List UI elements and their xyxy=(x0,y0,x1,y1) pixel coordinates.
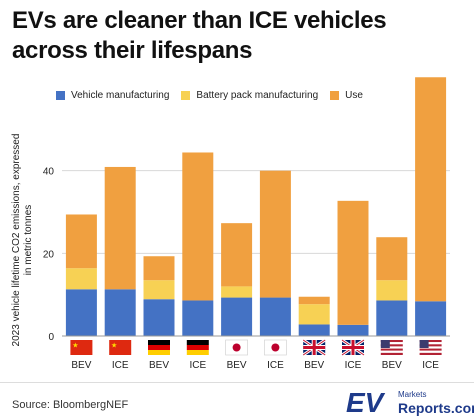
x-tick-label: ICE xyxy=(112,360,129,371)
flag-cross-red xyxy=(342,346,364,349)
y-tick-label: 20 xyxy=(43,249,55,260)
germany-flag-icon xyxy=(186,340,209,355)
bar-segment-battery-pack-manufacturing xyxy=(298,304,330,325)
flag-stripe-red xyxy=(186,345,209,350)
bar-segment-vehicle-manufacturing xyxy=(259,297,291,336)
legend-swatch-use xyxy=(330,90,340,100)
x-tick-label: BEV xyxy=(149,360,169,371)
bar-segment-use xyxy=(298,296,330,305)
japan-flag-icon xyxy=(264,339,287,356)
flag-field xyxy=(70,340,93,355)
uk-flag-icon xyxy=(341,338,365,357)
flag-canton xyxy=(419,340,429,348)
usa-flag-icon xyxy=(380,340,403,355)
flag-cross-red xyxy=(303,346,326,349)
bar-segment-battery-pack-manufacturing xyxy=(376,280,408,301)
flag-stripe xyxy=(380,340,403,343)
x-tick-label: BEV xyxy=(227,360,247,371)
bar-segment-vehicle-manufacturing xyxy=(221,297,253,336)
x-tick-label: BEV xyxy=(382,360,402,371)
usa-flag-icon xyxy=(419,340,442,355)
flag-stripe xyxy=(380,346,403,349)
footer: Source: BloombergNEF EV Markets Reports.… xyxy=(0,383,474,420)
bar-segment-use xyxy=(104,166,136,290)
flag-stripe xyxy=(419,350,442,353)
y-tick-label: 40 xyxy=(43,167,55,178)
flag-stripe xyxy=(419,352,442,355)
bar-segment-use xyxy=(337,200,369,325)
germany-flag-icon xyxy=(148,340,170,355)
x-tick-label: ICE xyxy=(267,360,284,371)
flag-disc xyxy=(232,343,241,352)
flag-stripe xyxy=(380,342,403,345)
bar-segment-use xyxy=(376,237,408,281)
china-flag-icon: ★ xyxy=(109,340,132,355)
bar-segment-vehicle-manufacturing xyxy=(143,299,175,336)
legend-label-vehicle-manufacturing: Vehicle manufacturing xyxy=(71,89,170,101)
logo-markets-text: Markets xyxy=(398,390,427,399)
x-tick-label: ICE xyxy=(189,360,206,371)
bar-segment-vehicle-manufacturing xyxy=(298,324,330,336)
bar-segment-use xyxy=(259,170,291,298)
flag-stripe xyxy=(380,348,403,351)
x-tick-label: BEV xyxy=(71,360,91,371)
logo-ev-text: EV xyxy=(346,387,384,418)
bar-segment-vehicle-manufacturing xyxy=(415,301,447,336)
legend-label-use: Use xyxy=(345,89,363,101)
flag-star: ★ xyxy=(111,342,117,350)
bar-segment-use xyxy=(221,223,253,287)
bar-segment-battery-pack-manufacturing xyxy=(143,280,175,300)
flag-stripe xyxy=(419,348,442,351)
flag-stripe-gold xyxy=(186,350,209,355)
flag-stripe-black xyxy=(186,340,209,345)
evmarketsreports-logo: EV Markets Reports.com xyxy=(346,387,474,418)
bar-segment-use xyxy=(65,214,97,269)
legend-label-battery-pack-manufacturing: Battery pack manufacturing xyxy=(196,89,319,101)
y-tick-label: 0 xyxy=(48,332,54,343)
flag-stripe xyxy=(419,342,442,345)
flag-stripe-red xyxy=(148,345,170,350)
japan-flag-icon xyxy=(225,339,248,356)
flag-stripe-gold xyxy=(148,350,170,355)
x-tick-label: ICE xyxy=(422,360,439,371)
flag-stripe xyxy=(419,344,442,347)
flag-stripe-black xyxy=(148,340,170,345)
x-tick-label: ICE xyxy=(345,360,362,371)
flag-star: ★ xyxy=(72,342,78,350)
bar-segment-vehicle-manufacturing xyxy=(337,324,369,336)
bar-segment-vehicle-manufacturing xyxy=(65,289,97,336)
flag-disc xyxy=(271,343,280,352)
flag-canton xyxy=(380,340,390,348)
chart-title: EVs are cleaner than ICE vehicles across… xyxy=(12,7,387,64)
flag-field xyxy=(109,340,132,355)
legend: Vehicle manufacturing Battery pack manuf… xyxy=(56,88,375,102)
x-tick-label: BEV xyxy=(304,360,324,371)
flag-stripe xyxy=(380,352,403,355)
flag-stripe xyxy=(380,350,403,353)
bar-chart: 0 20 40 BEV ★ ICE ★ BEV ICE BEV ICE BEV ICE BEV ICE xyxy=(43,77,450,371)
legend-swatch-vehicle-manufacturing xyxy=(56,90,65,100)
bar-segment-battery-pack-manufacturing xyxy=(221,286,253,298)
legend-item-vehicle-manufacturing: Vehicle manufacturing xyxy=(56,90,169,101)
legend-swatch-battery-pack-manufacturing xyxy=(181,90,191,100)
footer-divider xyxy=(0,382,474,383)
legend-item-use: Use xyxy=(330,90,363,101)
bar-segment-use xyxy=(415,77,447,302)
bar-segment-battery-pack-manufacturing xyxy=(65,268,97,290)
bar-segment-use xyxy=(182,152,214,301)
source-text: Source: BloombergNEF xyxy=(12,399,129,411)
logo-reports-text: Reports.com xyxy=(398,400,474,416)
bar-segment-use xyxy=(143,256,175,281)
bar-segment-vehicle-manufacturing xyxy=(182,300,214,336)
uk-flag-icon xyxy=(302,338,327,357)
flag-stripe xyxy=(419,346,442,349)
legend-item-battery-pack-manufacturing: Battery pack manufacturing xyxy=(181,90,318,101)
flag-stripe xyxy=(380,344,403,347)
bar-segment-vehicle-manufacturing xyxy=(376,300,408,336)
bar-segment-vehicle-manufacturing xyxy=(104,289,136,336)
flag-stripe xyxy=(419,340,442,343)
china-flag-icon: ★ xyxy=(70,340,93,355)
